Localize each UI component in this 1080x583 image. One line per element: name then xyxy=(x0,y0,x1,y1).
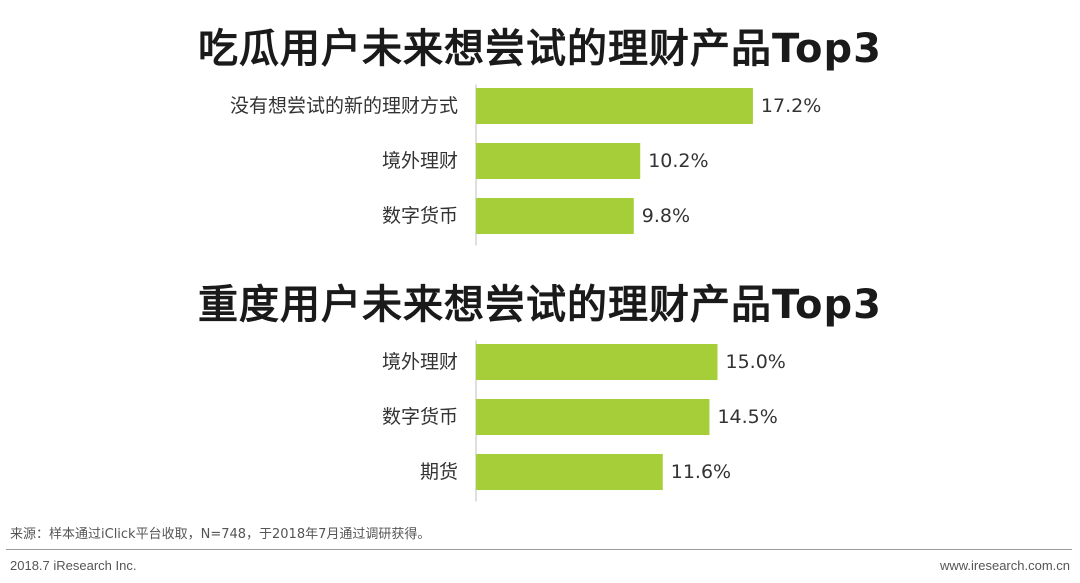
category-label-2-2: 数字货币 xyxy=(382,406,458,428)
data-label-2-1: 15.0% xyxy=(726,351,786,373)
data-label-1-2: 10.2% xyxy=(648,150,708,172)
category-label-1-1: 没有想尝试的新的理财方式 xyxy=(230,95,458,117)
data-label-1-1: 17.2% xyxy=(761,95,821,117)
bar-2-3 xyxy=(476,454,663,490)
category-label-2-3: 期货 xyxy=(420,461,458,483)
bar-chart-heavy-users: 境外理财 15.0% 数字货币 14.5% 期货 11.6% xyxy=(382,340,786,502)
bar-1-2 xyxy=(476,143,641,179)
category-label-2-1: 境外理财 xyxy=(382,351,458,373)
chart-title-heavy-users: 重度用户未来想尝试的理财产品Top3 xyxy=(198,282,882,328)
footer-copyright: 2018.7 iResearch Inc. xyxy=(10,558,137,573)
data-label-2-3: 11.6% xyxy=(671,461,731,483)
footer-divider xyxy=(6,549,1072,550)
bar-1-3 xyxy=(476,198,634,234)
source-note: 来源：样本通过iClick平台收取，N=748，于2018年7月通过调研获得。 xyxy=(10,527,431,542)
category-label-1-2: 境外理财 xyxy=(382,150,458,172)
chart-title-casual-users: 吃瓜用户未来想尝试的理财产品Top3 xyxy=(198,26,882,72)
bar-1-1 xyxy=(476,88,753,124)
data-label-1-3: 9.8% xyxy=(642,205,690,227)
footer-website: www.iresearch.com.cn xyxy=(939,558,1070,573)
bar-2-2 xyxy=(476,399,710,435)
category-label-1-3: 数字货币 xyxy=(382,205,458,227)
data-label-2-2: 14.5% xyxy=(717,406,777,428)
bar-chart-casual-users: 没有想尝试的新的理财方式 17.2% 境外理财 10.2% 数字货币 9.8% xyxy=(230,84,821,246)
bar-2-1 xyxy=(476,344,718,380)
